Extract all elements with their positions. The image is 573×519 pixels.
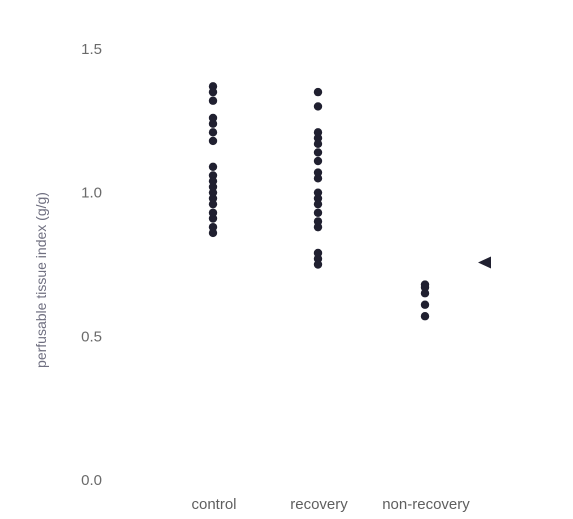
data-point	[208, 214, 218, 223]
data-point	[208, 188, 218, 197]
data-point	[313, 208, 323, 217]
data-point	[313, 199, 323, 209]
data-point	[313, 156, 323, 166]
data-point	[313, 248, 323, 258]
category-label: control	[191, 496, 236, 513]
data-point	[420, 300, 430, 309]
y-tick-label: 0.5	[81, 328, 102, 345]
data-point	[313, 139, 323, 149]
data-point	[313, 222, 323, 232]
data-points	[208, 82, 430, 321]
data-point	[208, 222, 218, 232]
data-point	[208, 208, 218, 217]
y-tick-label: 1.5	[81, 41, 102, 58]
data-point	[313, 87, 323, 97]
data-point	[313, 174, 323, 183]
data-point	[313, 128, 323, 137]
data-point	[313, 260, 323, 269]
data-point	[208, 119, 218, 128]
data-point	[208, 136, 218, 146]
data-point	[313, 133, 323, 143]
data-point	[420, 289, 430, 298]
data-point	[420, 283, 430, 292]
y-tick-labels: 0.0 0.5 1.0 1.5	[81, 41, 102, 489]
data-point	[208, 96, 218, 105]
data-point	[208, 162, 218, 172]
data-point	[420, 312, 430, 321]
data-point	[313, 254, 323, 263]
y-tick-label: 0.0	[81, 472, 102, 489]
data-point	[208, 171, 218, 180]
data-point	[313, 194, 323, 203]
data-point	[208, 194, 218, 203]
data-point	[208, 82, 218, 91]
category-label: recovery	[290, 496, 348, 513]
data-point	[208, 199, 218, 209]
data-point	[208, 113, 218, 123]
triangle-marker	[478, 256, 491, 269]
data-point	[313, 168, 323, 177]
data-point	[313, 148, 323, 157]
category-label: non-recovery	[382, 496, 470, 513]
data-point	[208, 228, 218, 238]
data-point	[313, 102, 323, 111]
annotations	[478, 256, 491, 269]
data-point	[208, 182, 218, 192]
data-point	[313, 217, 323, 226]
data-point	[208, 87, 218, 97]
y-tick-label: 1.0	[81, 185, 102, 202]
y-axis-label: perfusable tissue index (g/g)	[33, 192, 49, 368]
category-labels: control recovery non-recovery	[191, 496, 470, 513]
data-point	[208, 128, 218, 137]
data-point	[208, 176, 218, 186]
data-point	[313, 188, 323, 197]
